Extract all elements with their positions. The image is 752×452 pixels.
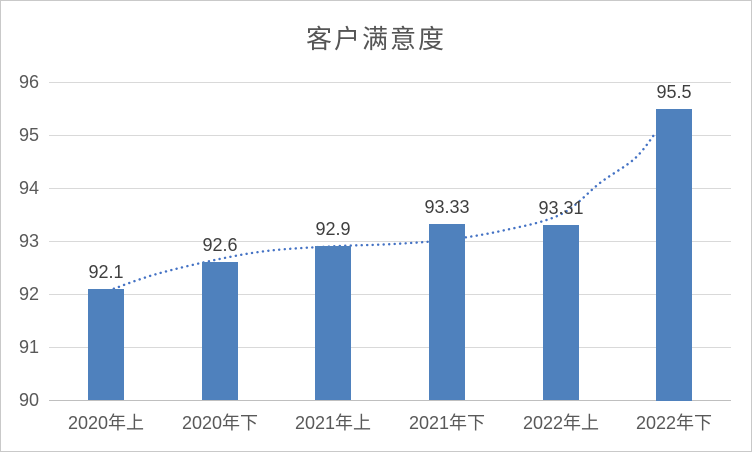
- x-axis-line: [49, 400, 731, 401]
- x-axis-label: 2020年下: [181, 413, 259, 433]
- bar-value-label: 92.1: [88, 262, 124, 282]
- gridline: [49, 82, 731, 83]
- x-axis-label: 2021年上: [294, 413, 372, 433]
- trendline-path: [112, 132, 656, 290]
- y-axis-label: 95: [18, 125, 39, 145]
- bar-2020年上: [88, 289, 124, 400]
- chart-title: 客户满意度: [305, 25, 446, 54]
- gridline: [49, 135, 731, 136]
- bar-value-label: 93.33: [424, 197, 470, 217]
- y-axis-label: 93: [18, 231, 39, 251]
- bar-2021年下: [429, 224, 465, 400]
- gridline: [49, 188, 731, 189]
- y-axis-label: 90: [18, 390, 39, 410]
- gridline: [49, 241, 731, 242]
- y-axis-label: 91: [18, 337, 39, 357]
- y-axis-label: 96: [18, 72, 39, 92]
- bar-value-label: 93.31: [538, 198, 584, 218]
- x-axis-label: 2022年上: [522, 413, 600, 433]
- bar-2021年上: [315, 246, 351, 400]
- y-axis-label: 92: [18, 284, 39, 304]
- bar-2022年下: [656, 109, 692, 401]
- bar-value-label: 92.9: [315, 219, 351, 239]
- bar-2020年下: [202, 262, 238, 400]
- x-axis-label: 2020年上: [67, 413, 145, 433]
- x-axis-label: 2022年下: [635, 413, 713, 433]
- gridline: [49, 347, 731, 348]
- bar-value-label: 92.6: [202, 235, 238, 255]
- bar-value-label: 95.5: [656, 82, 692, 102]
- x-axis-label: 2021年下: [408, 413, 486, 433]
- bar-2022年上: [543, 225, 579, 400]
- gridline: [49, 294, 731, 295]
- y-axis-label: 94: [18, 178, 39, 198]
